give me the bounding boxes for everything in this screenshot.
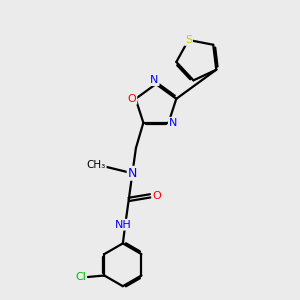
- Text: CH₃: CH₃: [86, 160, 106, 170]
- Text: N: N: [150, 75, 159, 85]
- Text: S: S: [185, 35, 192, 45]
- Text: NH: NH: [116, 220, 132, 230]
- Text: N: N: [169, 118, 177, 128]
- Text: N: N: [128, 167, 137, 180]
- Text: O: O: [152, 191, 161, 201]
- Text: Cl: Cl: [75, 272, 86, 282]
- Text: O: O: [128, 94, 136, 104]
